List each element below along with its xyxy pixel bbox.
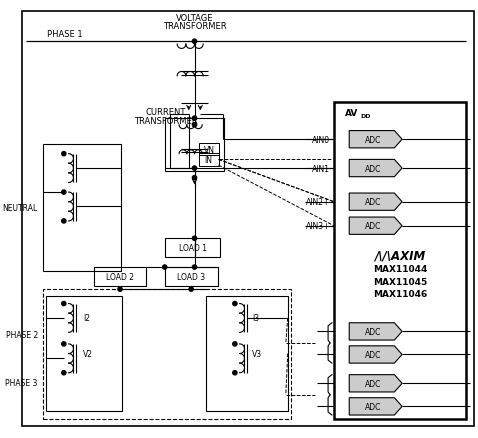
Bar [165, 268, 217, 286]
Text: ADC: ADC [365, 164, 381, 173]
Circle shape [193, 124, 196, 127]
Circle shape [118, 287, 122, 292]
Polygon shape [349, 346, 402, 363]
Text: PHASE 2: PHASE 2 [6, 330, 38, 339]
Text: LOAD 2: LOAD 2 [106, 272, 134, 282]
Circle shape [62, 371, 66, 375]
Circle shape [62, 219, 66, 223]
Polygon shape [349, 323, 402, 340]
Text: AIN3+: AIN3+ [305, 222, 330, 231]
Polygon shape [349, 194, 402, 211]
Circle shape [62, 302, 66, 306]
Text: ADC: ADC [365, 350, 381, 359]
Polygon shape [349, 375, 402, 392]
Text: NEUTRAL: NEUTRAL [2, 204, 38, 212]
Polygon shape [349, 218, 402, 235]
Circle shape [193, 117, 196, 121]
Text: LOAD 3: LOAD 3 [177, 272, 205, 282]
Text: AIN0: AIN0 [312, 135, 330, 145]
Circle shape [233, 342, 237, 346]
Text: MAX11044: MAX11044 [373, 265, 427, 274]
Bar [94, 268, 146, 286]
Text: ADC: ADC [365, 222, 381, 231]
Text: ADC: ADC [365, 198, 381, 207]
Circle shape [193, 265, 196, 269]
Text: VOLTAGE: VOLTAGE [176, 14, 213, 23]
Circle shape [233, 371, 237, 375]
Circle shape [62, 191, 66, 195]
Polygon shape [349, 398, 402, 415]
Bar [45, 296, 122, 411]
Text: TRANSFORMER: TRANSFORMER [134, 117, 197, 126]
Circle shape [233, 302, 237, 306]
Text: ADC: ADC [365, 379, 381, 388]
Circle shape [193, 166, 196, 171]
Text: AV: AV [346, 109, 359, 117]
Text: TRANSFORMER: TRANSFORMER [163, 22, 226, 31]
Text: ADC: ADC [365, 327, 381, 336]
Bar [165, 239, 220, 258]
Text: AIN1: AIN1 [312, 164, 330, 173]
Polygon shape [349, 160, 402, 177]
Circle shape [189, 287, 193, 292]
Text: AIN2+: AIN2+ [305, 198, 330, 207]
Bar [43, 145, 121, 271]
Circle shape [193, 176, 196, 180]
Text: PHASE 3: PHASE 3 [6, 378, 38, 387]
Text: LOAD 1: LOAD 1 [179, 244, 206, 253]
Circle shape [193, 237, 196, 241]
Bar [206, 296, 288, 411]
Polygon shape [349, 131, 402, 148]
Text: IN: IN [204, 155, 212, 165]
Text: MAX11045: MAX11045 [373, 277, 427, 286]
Text: /\/\AXIM: /\/\AXIM [375, 249, 426, 262]
Bar [334, 102, 467, 419]
Bar [199, 153, 218, 167]
Text: I2: I2 [83, 314, 90, 323]
Bar [199, 144, 218, 155]
Circle shape [193, 40, 196, 44]
Bar [43, 290, 291, 419]
Text: V3: V3 [252, 349, 262, 358]
Text: DD: DD [361, 113, 371, 118]
Text: VN: VN [204, 146, 215, 155]
Bar [165, 119, 224, 172]
Text: MAX11046: MAX11046 [373, 290, 427, 299]
Text: ADC: ADC [365, 402, 381, 411]
Text: ADC: ADC [365, 135, 381, 145]
Text: V2: V2 [83, 349, 93, 358]
Circle shape [62, 342, 66, 346]
Text: CURRENT: CURRENT [145, 108, 186, 117]
Text: PHASE 1: PHASE 1 [47, 30, 83, 39]
Circle shape [62, 152, 66, 156]
Circle shape [163, 265, 167, 269]
Text: I3: I3 [252, 314, 259, 323]
